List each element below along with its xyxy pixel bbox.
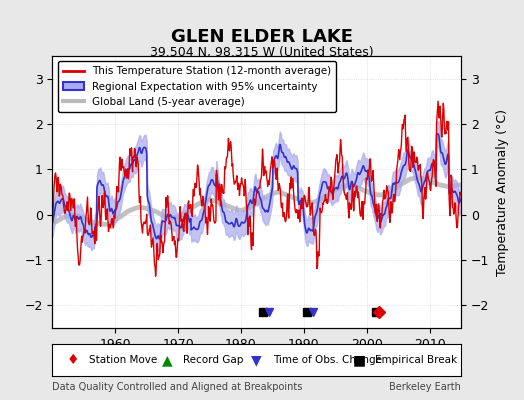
Text: Empirical Break: Empirical Break	[375, 355, 457, 365]
Legend: This Temperature Station (12-month average), Regional Expectation with 95% uncer: This Temperature Station (12-month avera…	[58, 61, 336, 112]
Text: ■: ■	[352, 353, 366, 367]
Text: ▲: ▲	[161, 353, 172, 367]
Text: ♦: ♦	[67, 353, 79, 367]
Text: Data Quality Controlled and Aligned at Breakpoints: Data Quality Controlled and Aligned at B…	[52, 382, 303, 392]
Text: GLEN ELDER LAKE: GLEN ELDER LAKE	[171, 28, 353, 46]
Text: Record Gap: Record Gap	[183, 355, 244, 365]
Text: Time of Obs. Change: Time of Obs. Change	[273, 355, 382, 365]
Y-axis label: Temperature Anomaly (°C): Temperature Anomaly (°C)	[496, 108, 509, 276]
Text: Berkeley Earth: Berkeley Earth	[389, 382, 461, 392]
Text: 39.504 N, 98.315 W (United States): 39.504 N, 98.315 W (United States)	[150, 46, 374, 59]
Text: ▼: ▼	[252, 353, 262, 367]
Text: Station Move: Station Move	[89, 355, 157, 365]
